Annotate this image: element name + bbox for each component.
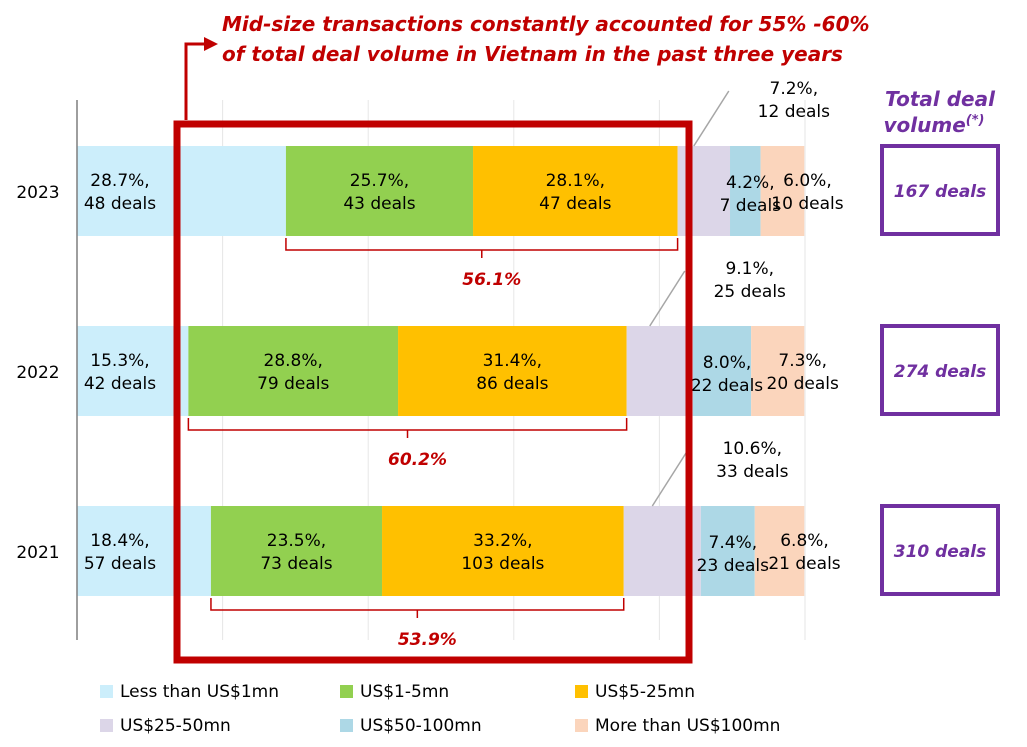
mid-size-share: 56.1% [462,270,521,290]
chart-title: Mid-size transactions constantly account… [222,12,870,36]
legend-swatch [100,719,113,732]
total-deal-volume: 167 deals 274 deals 310 deals Total deal vol… [880,87,1000,596]
year-tick-label: 2023 [16,183,59,203]
mid-size-brace [285,238,679,258]
bar-segment [188,326,399,416]
highlight-annotation: Mid-size transactions constantly account… [173,12,870,664]
data-label: 7.4%, 23 deals [697,533,769,576]
total-header: Total deal volume(*) [884,87,997,137]
data-label: 8.0%, 22 deals [691,353,763,396]
data-label: 10.6%, 33 deals [716,439,788,482]
mid-size-brace [210,598,625,618]
data-label: 7.3%, 20 deals [767,351,839,394]
data-label: 6.0%, 10 deals [771,171,843,214]
data-labels: 28.7%, 48 deals 25.7%, 43 deals 28.1%, 47 dea… [84,79,844,576]
legend-entry: US$25-50mn [120,716,231,736]
legend-entry: More than US$100mn [595,716,780,736]
total-deals: 167 deals [894,182,987,202]
bar-segment [77,506,211,596]
chart-title: of total deal volume in Vietnam in the p… [222,42,843,66]
data-label: 28.7%, 48 deals [84,171,156,214]
legend-swatch [100,685,113,698]
bar-segment [754,506,805,596]
bar-segment [473,146,678,236]
legend-entry: US$5-25mn [595,682,695,702]
annotation-arrow [184,42,204,120]
bar-segment [692,326,752,416]
year-tick-label: 2022 [16,363,59,383]
callout-lines [649,90,730,507]
total-box [880,144,1000,236]
bar-segment [760,146,805,236]
bar-segment [77,146,286,236]
bar-segment [382,506,624,596]
data-label: 7.2%, 12 deals [758,79,830,122]
data-label: 15.3%, 42 deals [84,351,156,394]
total-box [880,504,1000,596]
data-label: 23.5%, 73 deals [260,531,332,574]
legend-swatch [340,719,353,732]
data-label: 6.8%, 21 deals [768,531,840,574]
bar-segment [77,326,189,416]
bar-segment [730,146,761,236]
data-label: 25.7%, 43 deals [343,171,415,214]
total-deals: 274 deals [894,362,987,382]
callout-line [693,90,730,147]
total-box [880,324,1000,416]
bar-segment [751,326,805,416]
year-tick-label: 2021 [16,543,59,563]
bar-segment [398,326,627,416]
legend-entry: Less than US$1mn [120,682,279,702]
year-tick-labels: 2023 2022 2021 [16,183,59,563]
callout-line [651,450,688,507]
data-label: 18.4%, 57 deals [84,531,156,574]
data-label: 4.2%, 7 deals [720,173,782,216]
total-deals: 310 deals [894,542,987,562]
legend-entry: US$50-100mn [360,716,482,736]
legend-swatch [575,685,588,698]
annotation-arrowhead [204,37,218,51]
bar-segment [210,506,383,596]
data-label: 33.2%, 103 deals [461,531,544,574]
bars [77,146,805,596]
bar-segment [700,506,755,596]
legend-entry: US$1-5mn [360,682,449,702]
bar-segment [285,146,474,236]
bar-segment [626,326,693,416]
legend: Less than US$1mn US$1-5mn US$5-25mn US$25-5… [100,682,780,736]
legend-swatch [340,685,353,698]
mid-size-braces: 56.1% 60.2% 53.9% [187,238,679,650]
mid-size-share: 53.9% [398,630,457,650]
data-label: 31.4%, 86 deals [476,351,548,394]
legend-swatch [575,719,588,732]
mid-size-share: 60.2% [388,450,447,470]
bar-segment [677,146,731,236]
data-label: 28.1%, 47 deals [539,171,611,214]
highlight-box [173,120,693,664]
mid-size-brace [187,418,628,438]
data-label: 9.1%, 25 deals [714,259,786,302]
callout-line [649,270,686,327]
data-label: 28.8%, 79 deals [257,351,329,394]
